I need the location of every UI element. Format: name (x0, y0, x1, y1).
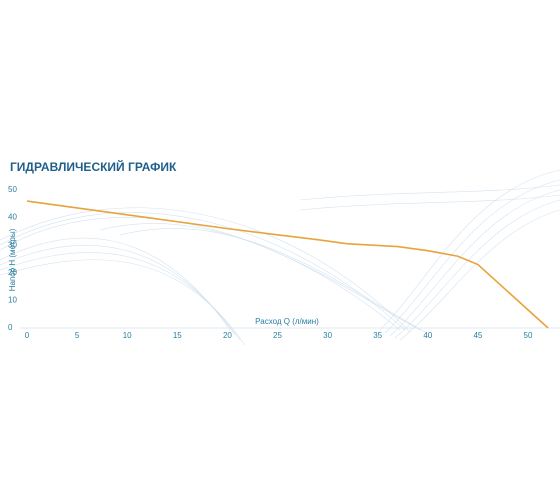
y-tick-label: 0 (8, 323, 13, 332)
x-tick-label: 10 (123, 331, 132, 340)
x-tick-label: 50 (524, 331, 533, 340)
y-tick-label: 30 (8, 240, 17, 249)
x-tick-label: 25 (273, 331, 282, 340)
data-line (26, 200, 549, 329)
y-tick-label: 20 (8, 268, 17, 277)
x-tick-label: 0 (25, 331, 30, 340)
x-tick-label: 45 (473, 331, 482, 340)
x-tick-label: 5 (75, 331, 80, 340)
x-tick-label: 35 (373, 331, 382, 340)
x-tick-label: 40 (423, 331, 432, 340)
y-tick-label: 40 (8, 213, 17, 222)
x-tick-label: 20 (223, 331, 232, 340)
y-tick-label: 10 (8, 296, 17, 305)
x-tick-label: 30 (323, 331, 332, 340)
chart-title: ГИДРАВЛИЧЕСКИЙ ГРАФИК (10, 159, 177, 174)
y-axis-label: Напор H (метры) (8, 228, 17, 291)
x-tick-label: 15 (173, 331, 182, 340)
y-tick-label: 50 (8, 185, 17, 194)
x-axis-label: Расход Q (л/мин) (255, 317, 319, 326)
